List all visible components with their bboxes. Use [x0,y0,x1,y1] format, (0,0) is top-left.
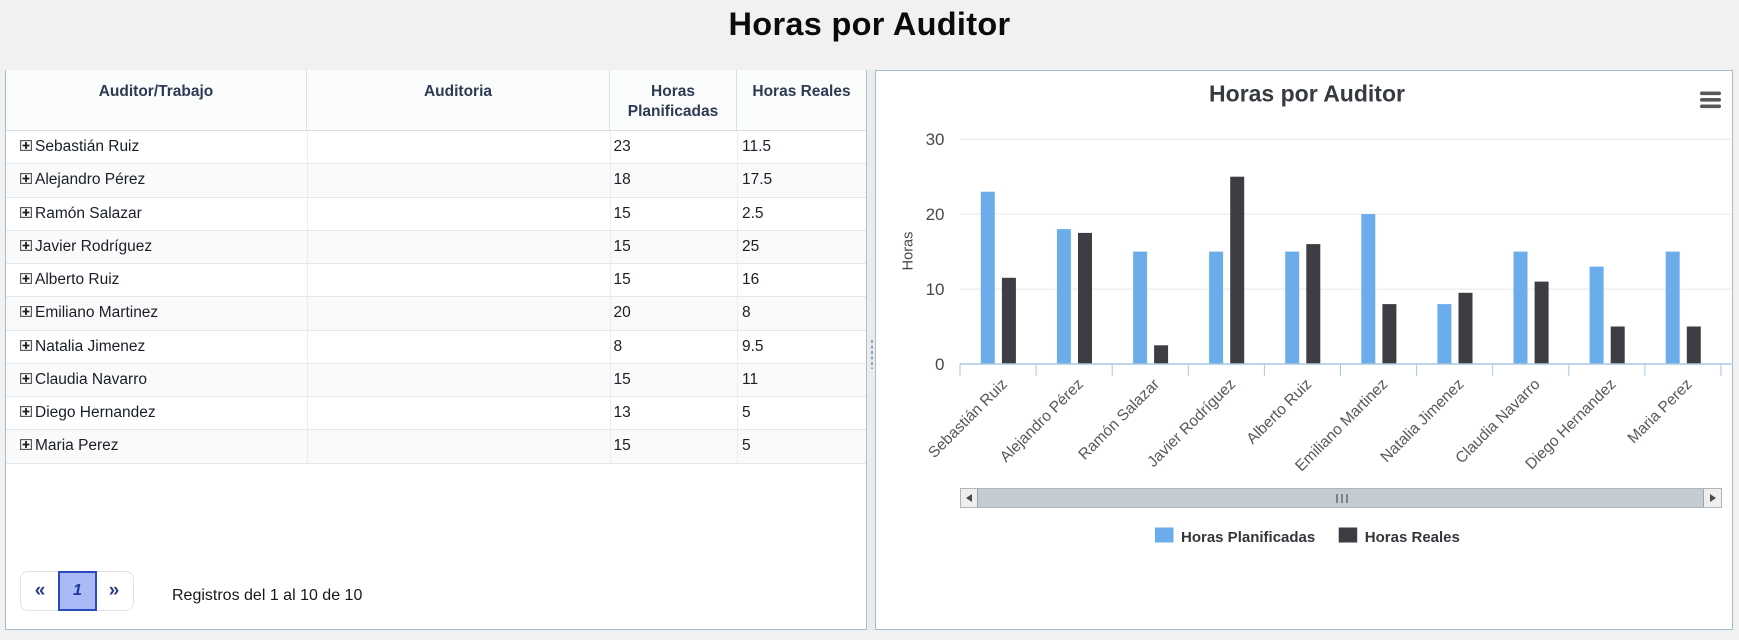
svg-text:30: 30 [926,130,945,149]
svg-text:Horas Reales: Horas Reales [1365,529,1460,546]
svg-text:20: 20 [926,205,945,224]
svg-text:Horas por Auditor: Horas por Auditor [1209,81,1405,107]
svg-text:10: 10 [926,280,945,299]
svg-text:Maria Perez: Maria Perez [1625,376,1696,447]
svg-text:Alberto Ruiz: Alberto Ruiz [1244,376,1316,448]
svg-text:Horas: Horas [901,232,917,271]
svg-text:Horas Planificadas: Horas Planificadas [1181,529,1315,546]
svg-text:0: 0 [935,355,944,374]
svg-text:Ramón Salazar: Ramón Salazar [1075,376,1163,464]
svg-text:Sebastián Ruiz: Sebastián Ruiz [925,376,1011,462]
svg-text:Alejandro Pérez: Alejandro Pérez [997,376,1087,466]
